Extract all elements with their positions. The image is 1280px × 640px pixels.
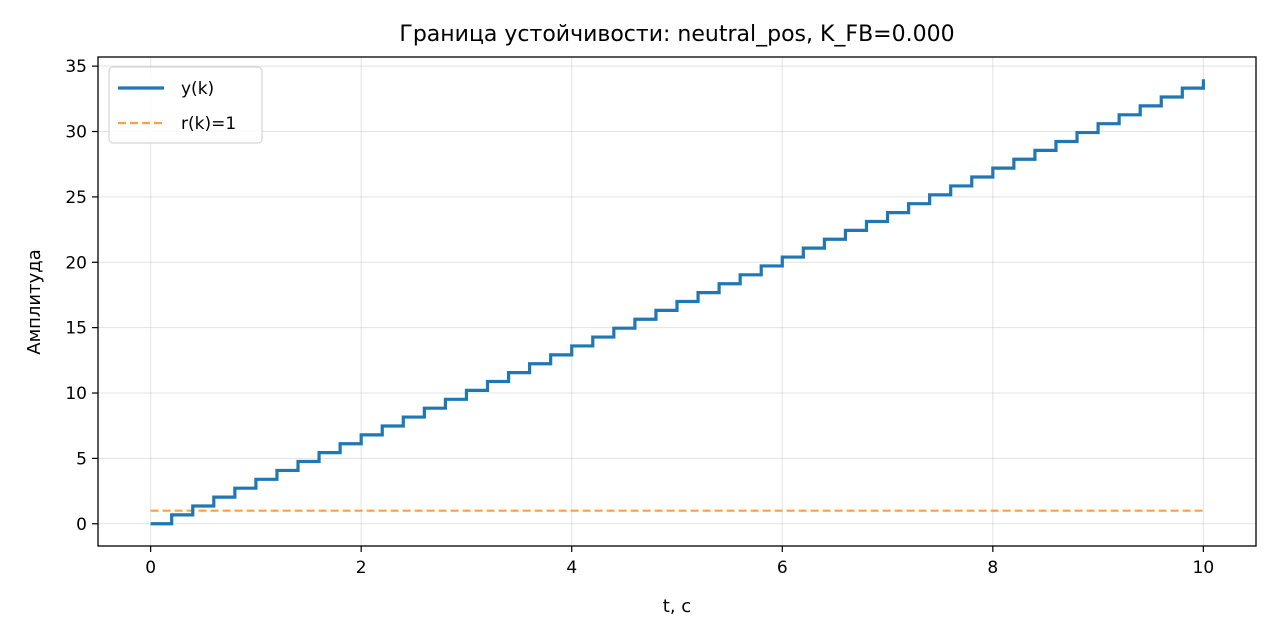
x-tick-label: 4 (566, 558, 577, 578)
grid-lines (98, 57, 1256, 546)
chart-title: Граница устойчивости: neutral_pos, K_FB=… (399, 22, 954, 47)
legend-label-y: y(k) (181, 79, 214, 99)
legend: y(k) r(k)=1 (108, 66, 263, 144)
y-tick-label: 20 (65, 253, 87, 273)
y-axis-label: Амплитуда (24, 249, 45, 354)
y-axis-ticks: 0 5 10 15 20 25 30 35 (65, 57, 98, 535)
legend-label-r: r(k)=1 (181, 114, 236, 134)
y-tick-label: 10 (65, 384, 87, 404)
y-tick-label: 15 (65, 319, 87, 339)
x-tick-label: 2 (356, 558, 367, 578)
y-tick-label: 25 (65, 188, 87, 208)
y-tick-label: 35 (65, 57, 87, 77)
x-tick-label: 10 (1193, 558, 1215, 578)
y-tick-label: 0 (76, 515, 87, 535)
plot-area-frame (97, 56, 1257, 547)
x-axis-label: t, c (663, 596, 691, 617)
series-layer (150, 79, 1205, 526)
x-tick-label: 0 (145, 558, 156, 578)
x-tick-label: 6 (777, 558, 788, 578)
series-y-step-line (150, 79, 1205, 526)
x-axis-ticks: 0 2 4 6 8 10 (145, 546, 1214, 578)
y-tick-label: 5 (76, 449, 87, 469)
y-tick-label: 30 (65, 123, 87, 143)
x-tick-label: 8 (987, 558, 998, 578)
